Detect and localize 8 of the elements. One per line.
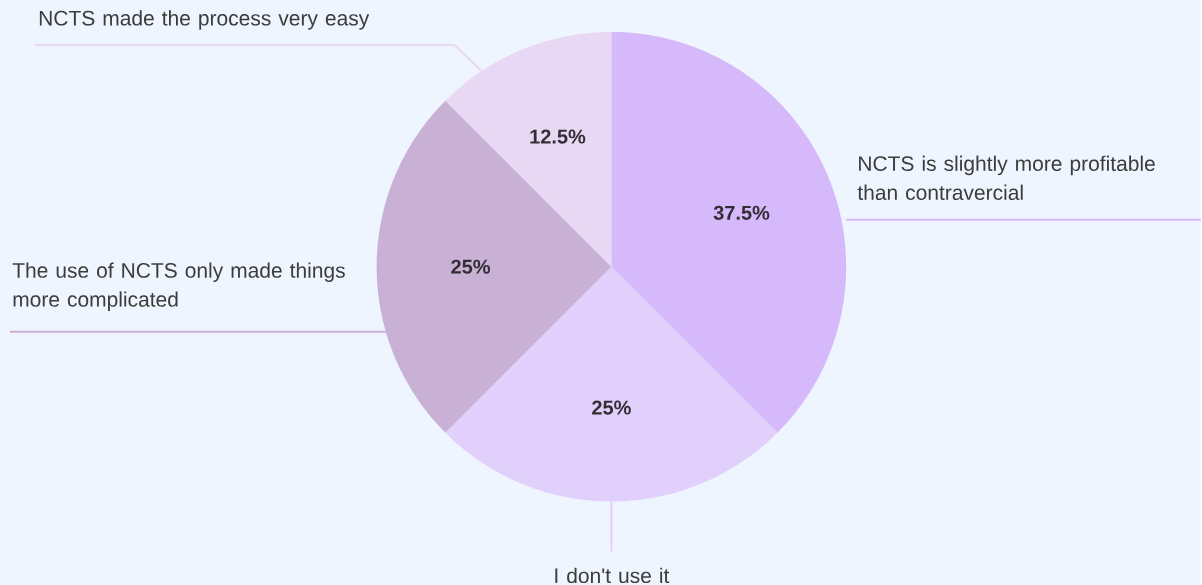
slice-label: NCTS is slightly more profitable than contravercial [857, 155, 1155, 200]
data-label: 12.5% [530, 129, 586, 144]
data-label: 25% [592, 400, 631, 415]
slice-label: The use of NCTS only made things more complicated [12, 262, 345, 311]
data-label: 37.5% [713, 205, 770, 220]
data-label: 25% [451, 259, 490, 274]
slice-label: NCTS made the process very easy [39, 9, 370, 30]
slice-label: I don't use it [555, 567, 670, 583]
